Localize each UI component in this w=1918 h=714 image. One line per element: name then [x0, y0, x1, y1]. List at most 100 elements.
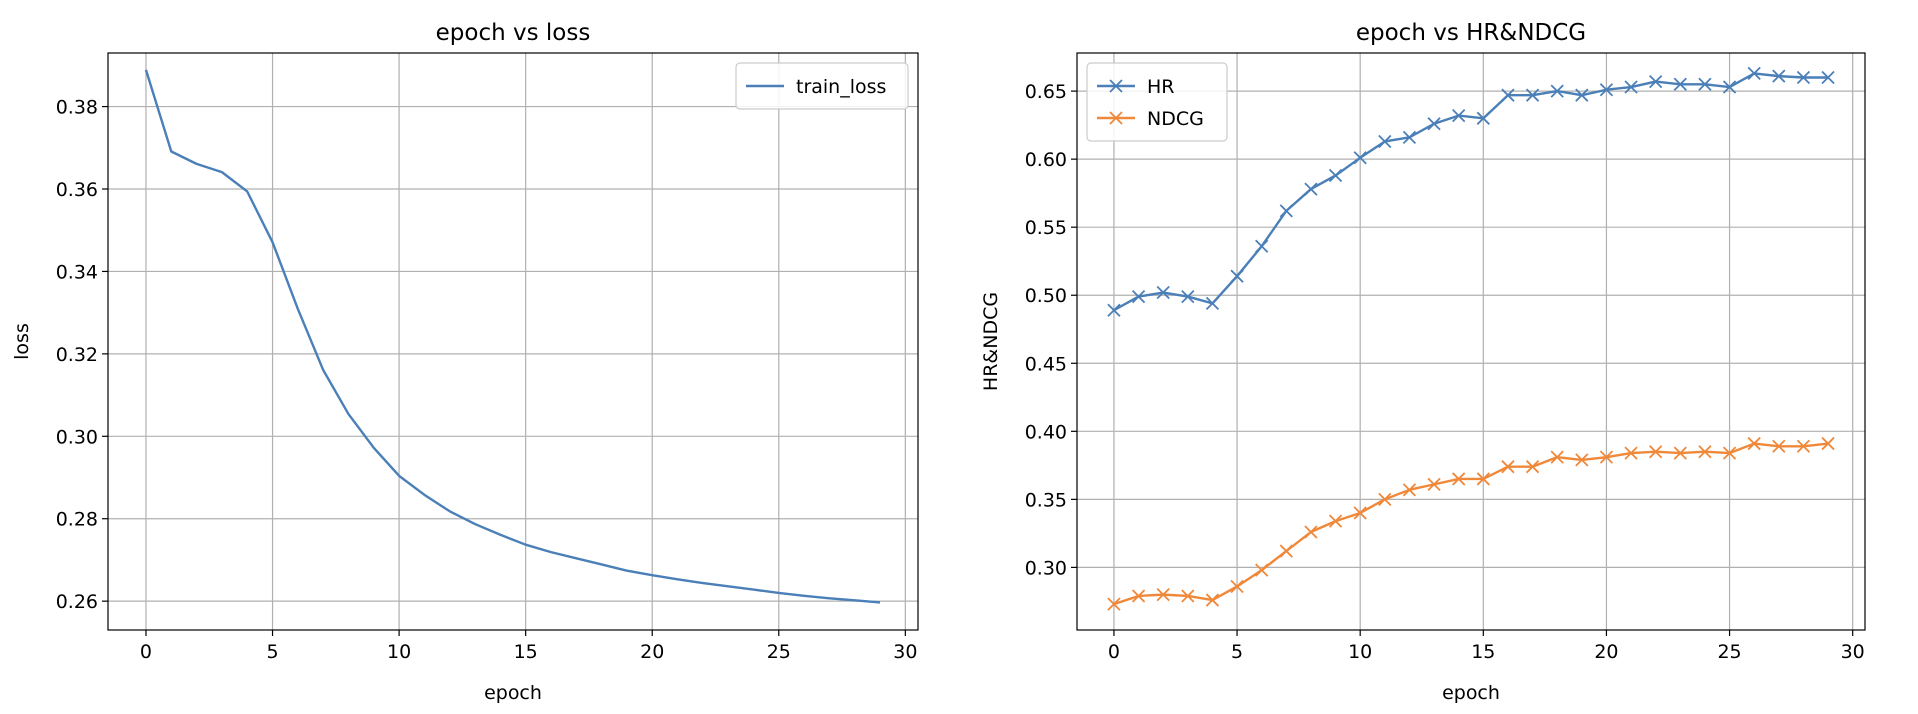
x-tick-label: 15	[514, 641, 538, 663]
data-point-ndcg	[1402, 483, 1417, 497]
plot-frame	[107, 52, 919, 631]
x-tick-label: 25	[767, 641, 791, 663]
data-point-ndcg	[1649, 445, 1663, 459]
data-point-hr	[1722, 80, 1737, 94]
x-axis-label: epoch	[484, 682, 542, 704]
data-point-hr	[1796, 70, 1811, 85]
x-tick-label: 0	[1108, 641, 1120, 663]
legend-label-train_loss: train_loss	[796, 76, 886, 98]
y-tick-label: 0.60	[1025, 149, 1067, 171]
x-tick-label: 5	[266, 641, 278, 663]
data-point-hr	[1427, 117, 1441, 131]
x-tick-label: 15	[1471, 641, 1495, 663]
data-point-ndcg	[1599, 450, 1614, 464]
data-point-hr	[1131, 289, 1146, 304]
data-point-ndcg	[1205, 593, 1220, 607]
data-point-hr	[1279, 204, 1293, 218]
data-point-ndcg	[1525, 460, 1540, 474]
data-point-ndcg	[1452, 472, 1466, 486]
y-tick-label: 0.32	[56, 344, 98, 366]
data-point-ndcg	[1279, 544, 1293, 558]
y-tick-label: 0.28	[56, 509, 98, 531]
data-point-ndcg	[1501, 460, 1515, 474]
data-point-ndcg	[1230, 579, 1244, 594]
y-tick-label: 0.50	[1025, 285, 1067, 307]
data-point-hr	[1698, 77, 1712, 91]
data-point-ndcg	[1624, 446, 1638, 460]
data-point-hr	[1328, 168, 1343, 183]
data-point-hr	[1772, 69, 1786, 83]
data-point-hr	[1304, 182, 1318, 196]
y-tick-label: 0.30	[56, 426, 98, 448]
data-point-hr	[1476, 111, 1490, 125]
legend-label-ndcg: NDCG	[1147, 108, 1204, 130]
data-point-ndcg	[1673, 446, 1687, 460]
x-tick-label: 10	[387, 641, 411, 663]
x-tick-label: 10	[1348, 641, 1372, 663]
plot-frame	[1076, 52, 1866, 631]
data-point-ndcg	[1107, 597, 1121, 611]
data-point-ndcg	[1181, 589, 1195, 603]
legend-box	[735, 62, 909, 110]
data-point-hr	[1624, 80, 1638, 94]
data-point-hr	[1378, 134, 1392, 149]
data-point-ndcg	[1476, 472, 1490, 486]
data-point-ndcg	[1772, 439, 1786, 453]
y-tick-label: 0.40	[1025, 421, 1067, 443]
y-tick-label: 0.26	[56, 591, 98, 613]
x-tick-label: 25	[1717, 641, 1741, 663]
data-point-ndcg	[1378, 492, 1392, 506]
legend-box	[1086, 62, 1228, 142]
data-point-hr	[1452, 108, 1466, 123]
y-axis-label: loss	[11, 323, 33, 360]
y-tick-label: 0.38	[56, 97, 98, 119]
data-point-hr	[1107, 303, 1121, 317]
data-point-hr	[1649, 74, 1663, 89]
x-tick-label: 20	[640, 641, 664, 663]
y-tick-label: 0.45	[1025, 353, 1067, 375]
data-point-hr	[1501, 88, 1515, 102]
data-point-ndcg	[1747, 436, 1761, 451]
data-point-ndcg	[1821, 436, 1835, 451]
x-tick-label: 30	[893, 641, 917, 663]
series-line-ndcg	[1113, 442, 1829, 606]
hr-ndcg-chart: 0 5 10 15 20 25 30 0.30 0.35 0.40 0.45 0.50 0.55 0.60…	[980, 20, 1866, 704]
data-point-ndcg	[1304, 525, 1318, 539]
y-tick-label: 0.36	[56, 179, 98, 201]
x-tick-label: 5	[1231, 641, 1243, 663]
data-point-ndcg	[1255, 563, 1269, 577]
data-point-ndcg	[1550, 450, 1564, 464]
data-point-hr	[1230, 269, 1244, 283]
loss-chart: 0 5 10 15 20 25 30 0.26 0.28 0.30 0.32 0.34 0.36 0.38…	[11, 20, 919, 704]
data-point-hr	[1575, 88, 1589, 102]
data-point-ndcg	[1131, 589, 1146, 603]
data-point-ndcg	[1156, 587, 1170, 602]
chart-title: epoch vs loss	[436, 20, 591, 46]
data-point-hr	[1181, 289, 1195, 304]
legend-marker-hr	[1109, 79, 1123, 93]
data-point-hr	[1550, 84, 1564, 98]
y-tick-label: 0.34	[56, 261, 98, 283]
data-point-ndcg	[1427, 477, 1441, 492]
chart-title: epoch vs HR&NDCG	[1356, 20, 1586, 46]
x-axis-label: epoch	[1442, 682, 1500, 704]
data-point-hr	[1353, 151, 1367, 165]
data-point-ndcg	[1328, 514, 1343, 528]
x-tick-label: 20	[1594, 641, 1618, 663]
series-line-train_loss	[144, 69, 881, 604]
data-point-ndcg	[1796, 439, 1811, 453]
data-point-hr	[1821, 70, 1835, 85]
data-point-hr	[1205, 296, 1220, 311]
y-tick-label: 0.55	[1025, 217, 1067, 239]
data-point-hr	[1747, 66, 1761, 81]
data-point-hr	[1255, 239, 1269, 253]
legend-marker-ndcg	[1109, 111, 1123, 125]
y-axis-label: HR&NDCG	[980, 292, 1002, 391]
data-point-ndcg	[1722, 446, 1737, 460]
data-point-hr	[1525, 88, 1540, 102]
data-point-ndcg	[1353, 506, 1367, 520]
data-point-ndcg	[1575, 453, 1589, 467]
y-tick-label: 0.35	[1025, 489, 1067, 511]
x-tick-label: 30	[1841, 641, 1865, 663]
